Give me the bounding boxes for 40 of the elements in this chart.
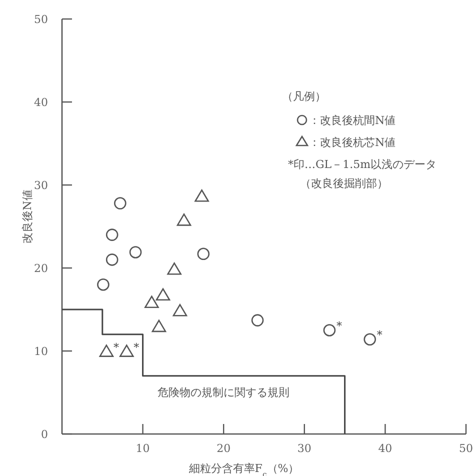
point — [144, 296, 159, 308]
point — [99, 344, 114, 357]
point — [323, 324, 336, 336]
annotation: *印…GL－1.5m以浅のデータ — [288, 158, 437, 171]
point — [106, 228, 118, 241]
point — [97, 278, 110, 291]
legend-label: ：改良後杭芯N値 — [309, 136, 396, 149]
y-tick-label: 10 — [34, 345, 48, 358]
point — [152, 320, 166, 332]
data-label: * — [376, 328, 383, 342]
legend-title: （凡例） — [282, 90, 326, 103]
y-tick-label: 40 — [34, 96, 48, 109]
point — [106, 254, 118, 266]
point — [119, 344, 134, 357]
data-label: * — [134, 340, 140, 354]
point — [251, 314, 264, 326]
annotation: （改良後掘削部） — [300, 177, 388, 190]
data-label: * — [336, 319, 342, 332]
point — [167, 262, 182, 275]
x-tick-label: 40 — [378, 442, 392, 455]
point — [172, 304, 188, 316]
y-tick-label: 20 — [34, 262, 48, 275]
point — [176, 214, 192, 226]
y-tick-label: 0 — [41, 428, 48, 441]
y-tick-label: 30 — [34, 179, 48, 192]
point — [129, 246, 142, 258]
x-tick-label: 30 — [297, 442, 312, 455]
point — [194, 189, 209, 202]
annotation: 危険物の規制に関する規則 — [158, 386, 290, 399]
data-label: * — [113, 340, 120, 354]
y-tick-label: 50 — [34, 13, 48, 26]
y-axis-title: 改良後N値 — [21, 190, 34, 244]
point — [364, 333, 376, 346]
point — [114, 197, 126, 210]
point — [197, 248, 210, 260]
legend-label: ：改良後杭間N値 — [309, 114, 396, 127]
x-tick-label: 20 — [216, 442, 231, 455]
x-tick-label: 50 — [459, 442, 473, 455]
point — [156, 288, 170, 301]
x-tick-label: 10 — [136, 442, 150, 455]
